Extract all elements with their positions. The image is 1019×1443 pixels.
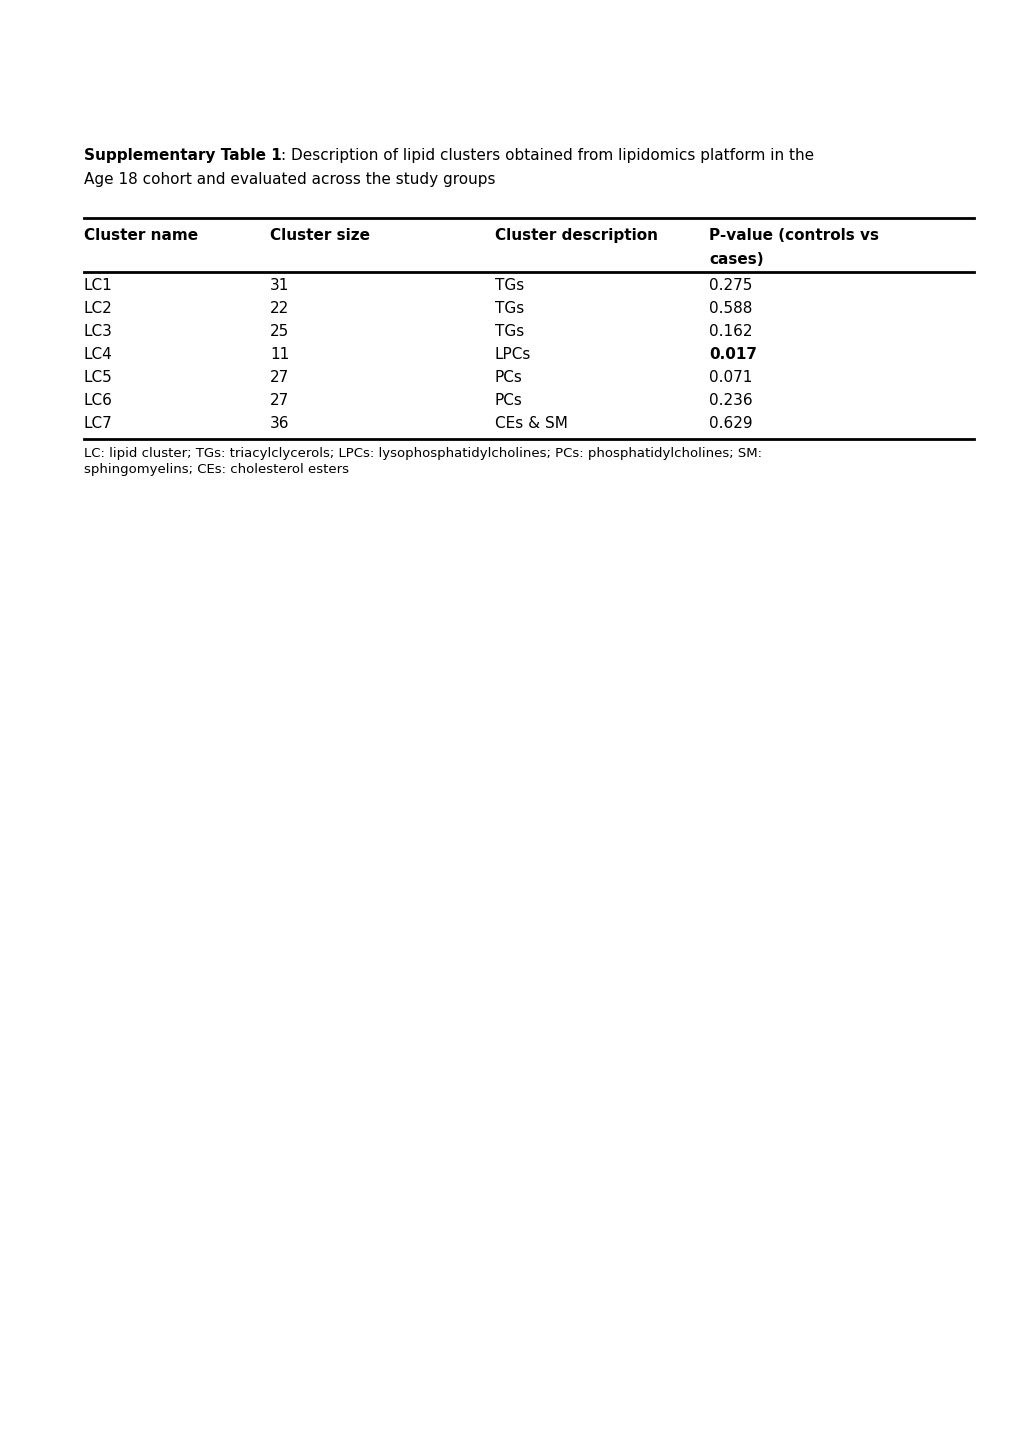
Text: Cluster description: Cluster description: [494, 228, 657, 242]
Text: Supplementary Table 1: Supplementary Table 1: [84, 149, 281, 163]
Text: cases): cases): [708, 253, 763, 267]
Text: 31: 31: [270, 278, 289, 293]
Text: 0.071: 0.071: [708, 369, 752, 385]
Text: 0.162: 0.162: [708, 325, 752, 339]
Text: LC1: LC1: [84, 278, 112, 293]
Text: LC: lipid cluster; TGs: triacylclycerols; LPCs: lysophosphatidylcholines; PCs: p: LC: lipid cluster; TGs: triacylclycerols…: [84, 447, 761, 460]
Text: 0.588: 0.588: [708, 302, 752, 316]
Text: TGs: TGs: [494, 278, 524, 293]
Text: LC3: LC3: [84, 325, 112, 339]
Text: LC7: LC7: [84, 416, 112, 431]
Text: : Description of lipid clusters obtained from lipidomics platform in the: : Description of lipid clusters obtained…: [281, 149, 814, 163]
Text: LC6: LC6: [84, 392, 112, 408]
Text: Age 18 cohort and evaluated across the study groups: Age 18 cohort and evaluated across the s…: [84, 172, 494, 188]
Text: 27: 27: [270, 369, 289, 385]
Text: 0.236: 0.236: [708, 392, 752, 408]
Text: 0.275: 0.275: [708, 278, 752, 293]
Text: PCs: PCs: [494, 369, 522, 385]
Text: CEs & SM: CEs & SM: [494, 416, 567, 431]
Text: 0.629: 0.629: [708, 416, 752, 431]
Text: TGs: TGs: [494, 302, 524, 316]
Text: LC2: LC2: [84, 302, 112, 316]
Text: 22: 22: [270, 302, 289, 316]
Text: 25: 25: [270, 325, 289, 339]
Text: PCs: PCs: [494, 392, 522, 408]
Text: sphingomyelins; CEs: cholesterol esters: sphingomyelins; CEs: cholesterol esters: [84, 463, 348, 476]
Text: 36: 36: [270, 416, 289, 431]
Text: LPCs: LPCs: [494, 346, 531, 362]
Text: LC5: LC5: [84, 369, 112, 385]
Text: TGs: TGs: [494, 325, 524, 339]
Text: Cluster size: Cluster size: [270, 228, 370, 242]
Text: P-value (controls vs: P-value (controls vs: [708, 228, 878, 242]
Text: Cluster name: Cluster name: [84, 228, 198, 242]
Text: 0.017: 0.017: [708, 346, 756, 362]
Text: 27: 27: [270, 392, 289, 408]
Text: LC4: LC4: [84, 346, 112, 362]
Text: 11: 11: [270, 346, 289, 362]
